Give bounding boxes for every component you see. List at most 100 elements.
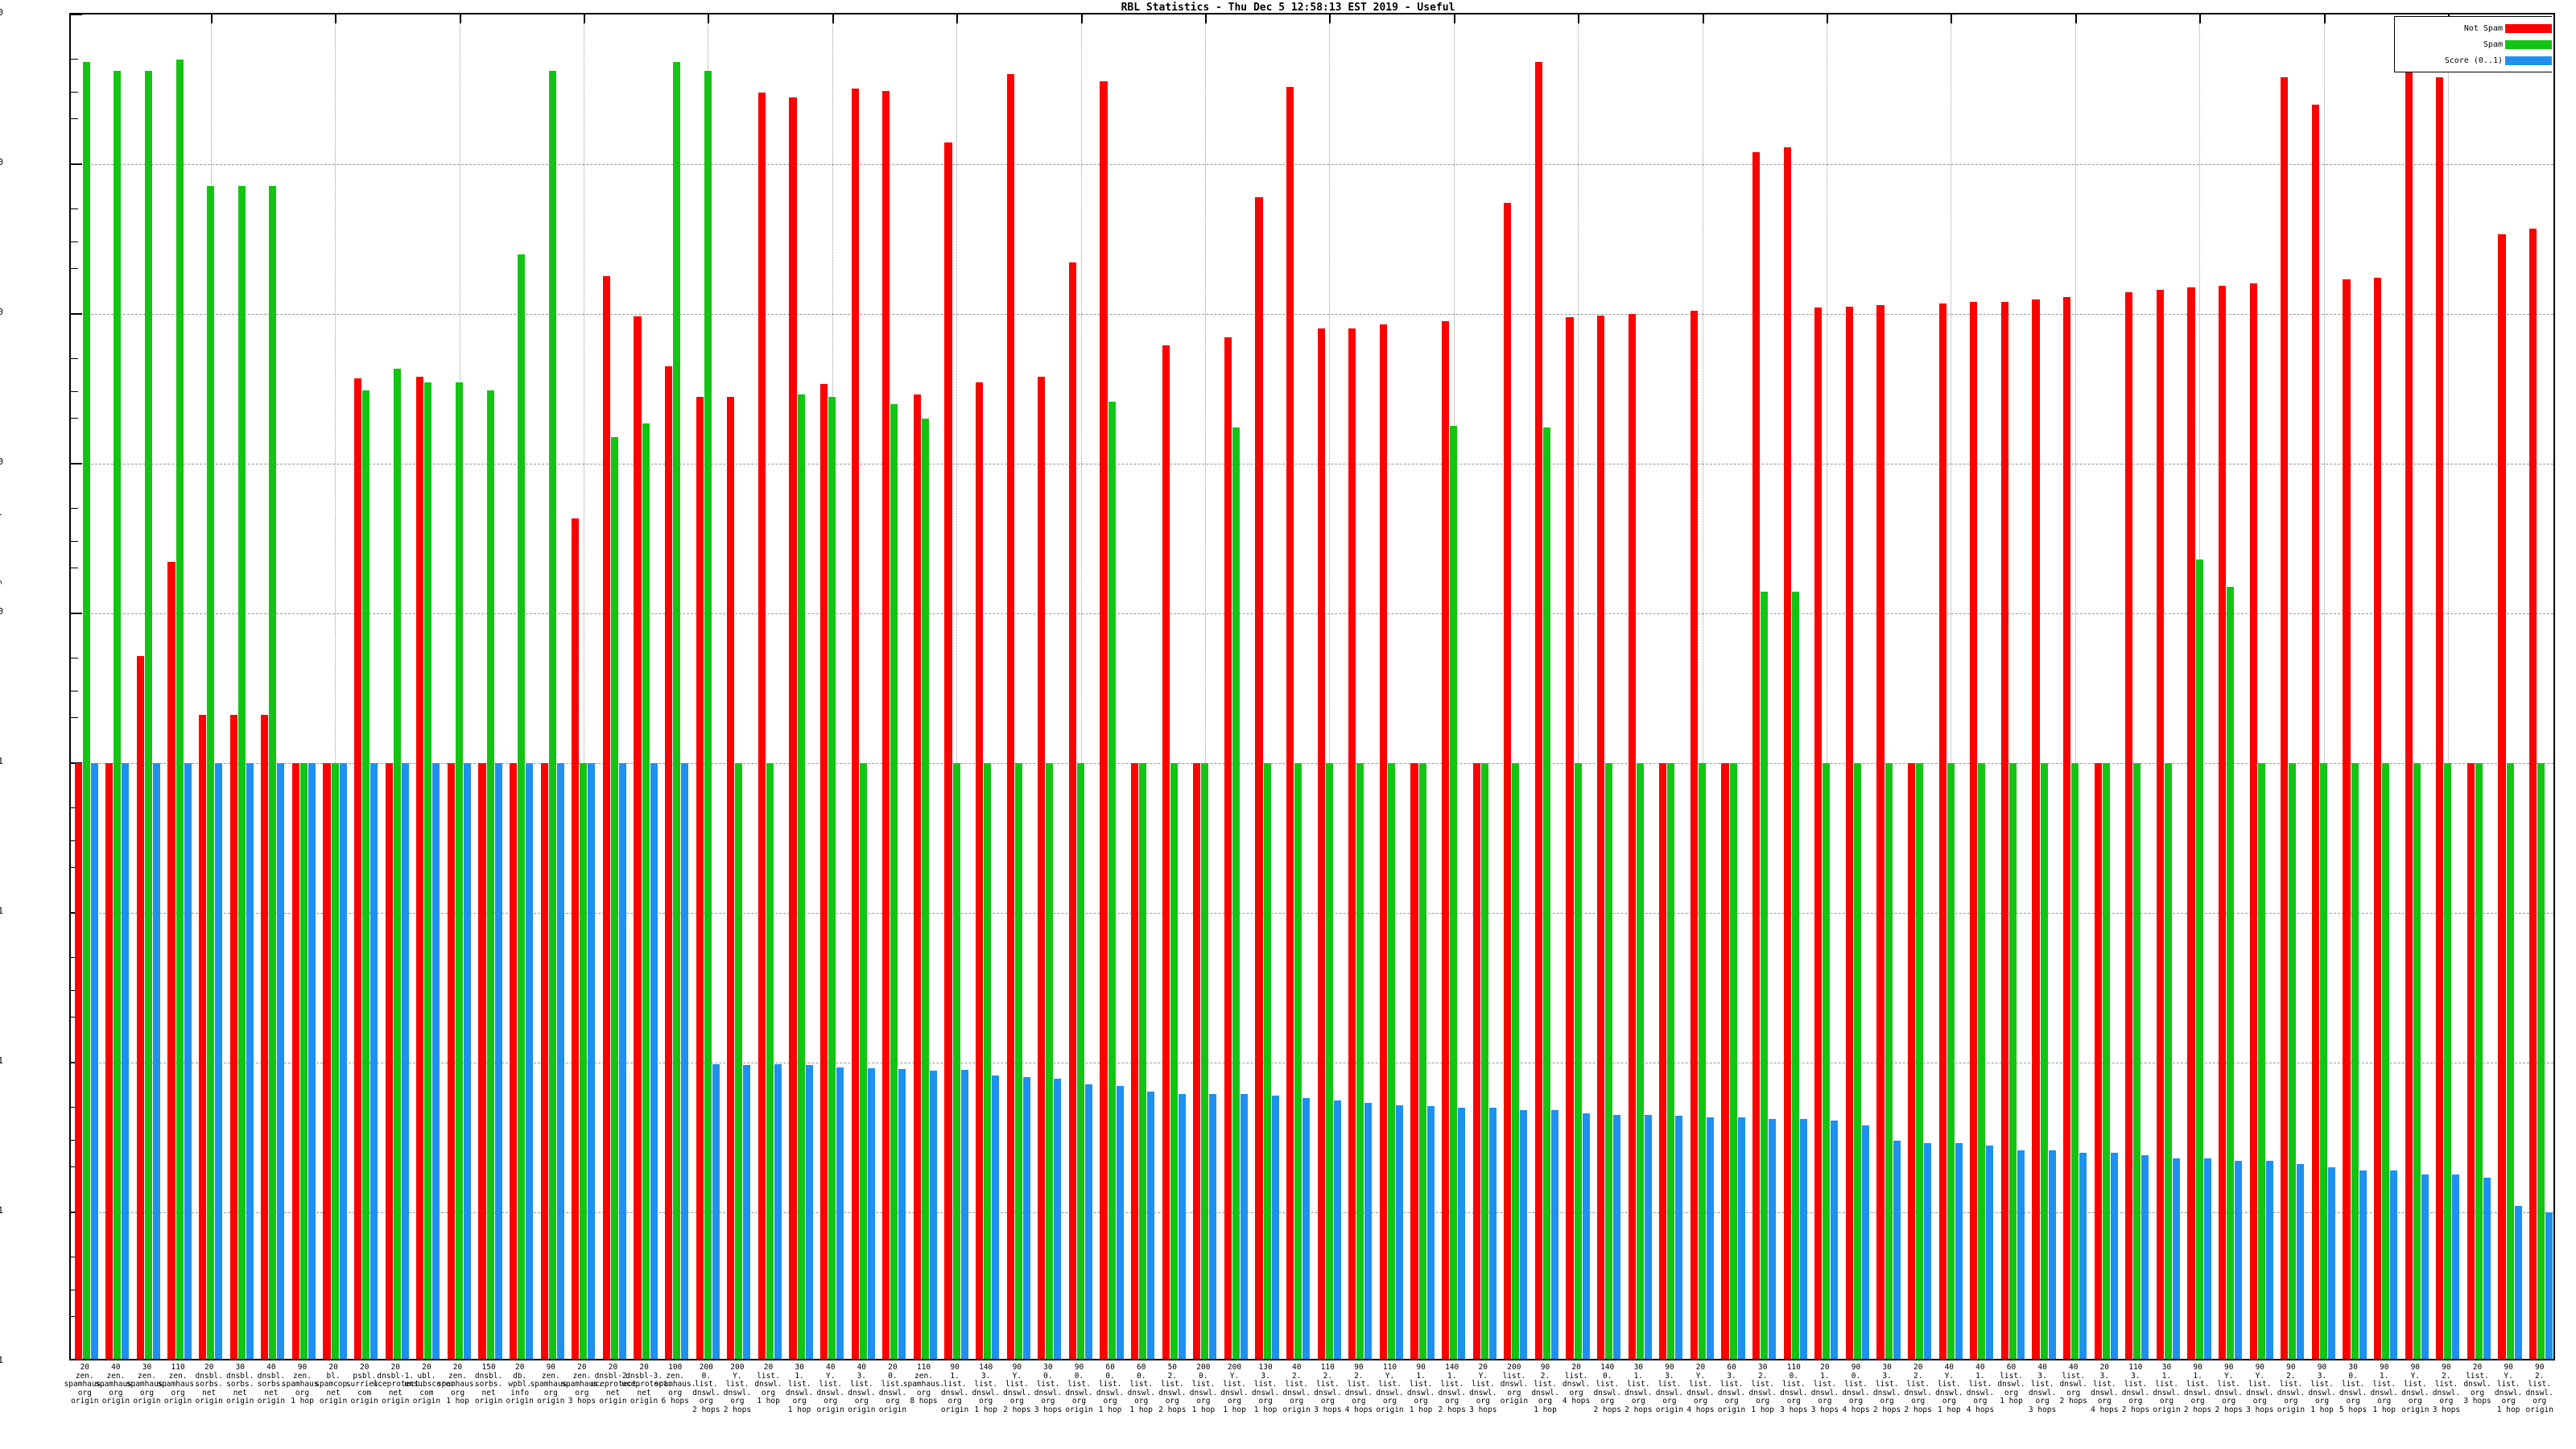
x-axis-tick-label: 20 db. wpbl. info origin [497,1363,543,1406]
x-axis-tick-label: 90 0. list. dnswl. org 4 hops [1834,1363,1879,1415]
bar-score [246,763,254,1359]
x-axis-tick-label-line: origin [537,1397,565,1406]
x-axis-tick-label-line: org [2501,1397,2516,1406]
x-axis-tick-label-line: list. [1191,1380,1216,1389]
x-axis-tick-label: 140 1. list. dnswl. org 2 hops [1430,1363,1475,1415]
bar-not-spam [105,763,114,1359]
x-axis-tick-label-line: list. [2124,1380,2148,1389]
x-axis-tick-label-line: list. [2000,1371,2023,1381]
x-axis-tick-label-line: zen. [666,1371,685,1381]
y-axis-tick-label: 10000 [0,157,3,167]
x-axis-tick-label-line: 60 [1105,1363,1115,1372]
bar-not-spam [1286,86,1294,1359]
bar-not-spam [1162,345,1170,1359]
bar-not-spam [727,396,735,1359]
x-axis-tick-label-line: 110 [2128,1363,2143,1372]
bar-score [2173,1158,2181,1359]
x-axis-tick-label-line: 30 [1882,1363,1892,1372]
bar-score [2328,1167,2336,1359]
x-axis-tick-label-line: Y. [1944,1371,1955,1381]
x-axis-tick-label-line: 1 hop [2372,1405,2396,1414]
x-axis-tick-label-line: list. [1067,1380,1091,1389]
bar-not-spam [1814,308,1823,1359]
bar-spam [1387,763,1396,1359]
bar-not-spam [478,763,486,1359]
x-axis-tick-label-line: list. [1409,1380,1433,1389]
x-axis-tick-label-line: 30 [2348,1363,2358,1372]
x-axis-tick-label-line: origin [71,1397,99,1406]
x-axis-tick-label-line: dnswl. [2370,1388,2398,1397]
x-axis-tick-label-line: org [1103,1397,1117,1406]
x-axis-tick-label: 20 zen. spamhaus. org 1 hop [436,1363,481,1406]
bar-not-spam [882,90,890,1359]
gridline-vertical [956,14,957,1359]
bar-spam [1823,763,1831,1359]
bar-not-spam [1472,763,1480,1359]
x-axis-tick-label: 90 1. list. dnswl. org origin [932,1363,977,1415]
x-axis-tick-label-line: 1 hop [787,1405,811,1414]
bar-score [2203,1158,2211,1359]
x-axis-tick-label-line: 1. [1416,1371,1426,1381]
bar-spam [1294,763,1302,1359]
bar-spam [1232,427,1241,1359]
x-axis-tick-label-line: org [916,1388,931,1397]
x-axis-tick-label-line: 60 [1727,1363,1736,1372]
x-axis-tick-label-line: org [2035,1397,2050,1406]
bar-score [184,763,192,1359]
y-axis-label: Message Count or Spam Score [0,468,2,612]
x-axis-tick-label-line: list. [881,1380,905,1389]
x-axis-tick-label-line: 2 hops [1158,1405,1187,1414]
x-axis-tick-label: 90 1. list. dnswl. org 2 hops [2175,1363,2220,1415]
x-axis-tick-label-line: dnswl. [1282,1388,1311,1397]
x-axis-tick-label: 20 2. list. dnswl. org 2 hops [1896,1363,1941,1415]
x-axis-tick-label-line: 50 [1167,1363,1178,1372]
x-axis-tick-label-line: com [357,1388,372,1397]
bar-not-spam [1348,328,1356,1359]
x-axis-tick-label: 90 Y. list. dnswl. org 2 hops [2207,1363,2252,1415]
bar-spam [1946,763,1955,1359]
x-axis-tick-label-line: org [1041,1397,1055,1406]
x-axis-tick-label-line: list. [2092,1380,2116,1389]
x-axis-tick-label: 20 dnsbl-2. uceprotect. net origin [591,1363,642,1406]
bar-score [1986,1145,1994,1359]
x-axis-tick-label-line: org [2222,1397,2236,1406]
x-axis-tick-label-line: Y. [1695,1371,1706,1381]
bar-not-spam [323,763,331,1359]
bar-spam [1916,763,1924,1359]
x-axis-tick-label-line: dnswl. [1624,1388,1653,1397]
x-axis-tick-label-line: org [2004,1388,2019,1397]
x-axis-tick-label-line: 1 hop [446,1397,469,1406]
x-axis-tick-label-line: list. [1906,1380,1930,1389]
x-axis-tick-label-line: 20 [763,1363,774,1372]
y-axis-minor-tick [71,507,78,509]
bar-score [1085,1084,1093,1359]
bar-score [774,1063,782,1359]
bar-spam [984,763,992,1359]
y-axis-tick-label: 0.1 [0,906,3,916]
bar-spam [2382,763,2390,1359]
bar-score [1613,1114,1621,1359]
x-axis-tick-label-line: org [295,1388,310,1397]
x-axis-tick-label: 110 0. list. dnswl. org 3 hops [1772,1363,1817,1415]
bar-not-spam [2094,763,2102,1359]
y-axis-minor-tick [71,391,78,393]
bar-score [650,763,658,1359]
bar-spam [704,71,712,1359]
x-axis-tick-label-line: dnswl. [2277,1388,2306,1397]
bar-not-spam [510,763,518,1359]
x-axis-tick-label: 90 Y. list. dnswl. org 1 hop [2486,1363,2531,1415]
x-axis-tick-label: 90 Y. list. dnswl. org 2 hops [995,1363,1040,1415]
x-axis-tick-label-line: 1. [1633,1371,1644,1381]
x-axis-tick-label-line: origin [1655,1405,1684,1414]
bar-spam [797,394,805,1359]
x-axis-tick-label-line: 200 [1227,1363,1242,1372]
x-axis-tick-label-line: 3. [1882,1371,1892,1381]
bar-score [1396,1104,1404,1359]
x-axis-tick-label-line: 2 hops [1593,1405,1621,1414]
x-axis-tick-label-line: org [2346,1397,2360,1406]
bar-score [2048,1150,2056,1359]
y-axis-tick [71,613,82,614]
x-axis-tick-label-line: 4 hops [1344,1405,1373,1414]
x-axis-tick-label-line: dnswl. [692,1388,720,1397]
x-axis-tick-label-line: origin [2401,1405,2429,1414]
